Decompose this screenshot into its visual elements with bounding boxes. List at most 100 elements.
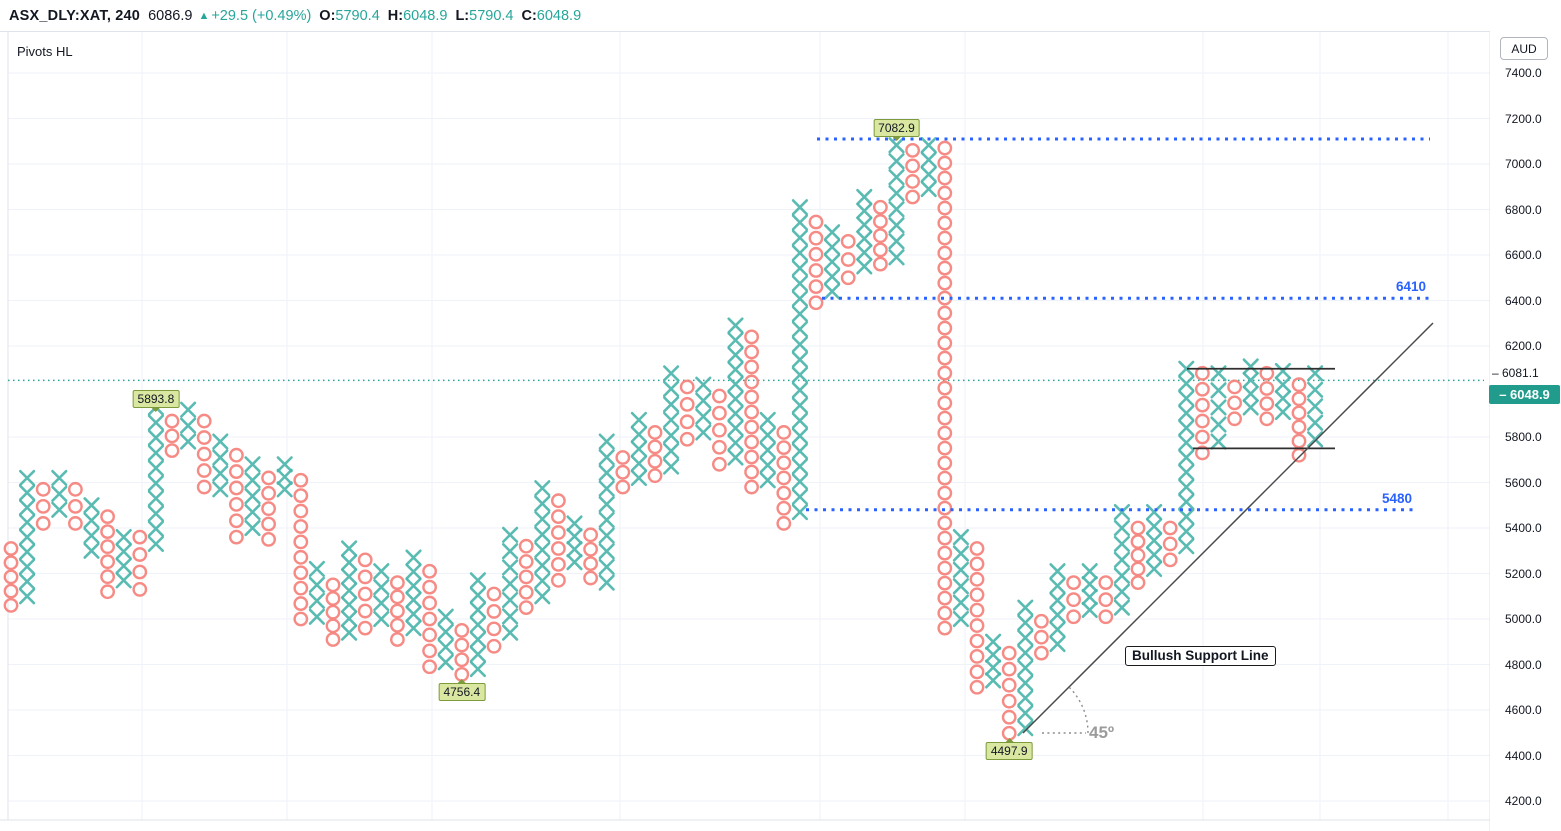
pnf-x-mark [985,646,1002,663]
pnf-x-mark [405,549,422,566]
pivot-price-label[interactable]: 4756.4 [438,679,486,702]
pnf-o-mark [679,431,695,447]
pnf-x-mark [856,188,873,206]
pnf-x-mark [952,545,969,562]
pnf-x-mark [598,433,615,450]
last-price-badge: – 6048.9 [1489,385,1560,405]
pnf-x-mark [147,414,164,431]
pnf-x-mark [276,468,293,485]
pnf-x-mark [1178,508,1195,525]
pnf-o-mark [1227,379,1243,395]
pnf-o-mark [1066,592,1082,608]
pnf-o-mark [228,496,244,512]
pnf-x-mark [598,511,615,529]
pnf-o-mark [164,413,180,429]
indicator-legend[interactable]: Pivots HL [17,44,73,59]
pnf-x-mark [598,574,615,591]
pnf-x-mark [727,317,744,334]
pnf-x-mark [534,495,551,512]
pnf-x-mark [695,376,712,393]
pnf-x-mark [920,166,937,183]
pnf-o-mark [1291,433,1307,449]
pnf-x-mark [1017,644,1034,661]
pnf-o-mark [744,374,759,390]
pnf-x-mark [502,591,519,609]
pnf-o-mark [937,455,953,471]
pnf-x-mark [180,433,197,450]
pnf-o-mark [261,531,276,547]
pnf-o-mark [1162,536,1178,552]
pnf-o-mark [776,516,792,531]
pnf-o-mark [293,596,309,611]
pivot-price-label[interactable]: 5893.8 [132,389,180,412]
support-line-label[interactable]: Bullush Support Line [1125,646,1276,666]
pnf-x-mark [1146,532,1163,549]
pnf-x-mark [244,456,261,473]
pnf-o-mark [679,379,695,395]
pnf-x-mark [147,444,164,462]
price-tick-label: 6200.0 [1505,339,1542,353]
pnf-o-mark [744,479,759,495]
pnf-x-mark [727,434,744,451]
pivot-price-label[interactable]: 4497.9 [985,738,1033,761]
price-axis[interactable]: AUD 7400.0 7200.0 7000.0 6800.0 6600.0 6400.0… [1489,31,1561,831]
pnf-o-mark [1259,411,1275,427]
pnf-x-mark [534,480,551,497]
ohlc-value: 6048.9 [536,7,582,24]
pnf-o-mark [744,359,759,375]
pnf-o-mark [744,344,759,360]
pnf-x-mark [1178,523,1195,540]
pivot-level-lines[interactable] [806,137,1430,512]
pnf-o-mark [1130,520,1146,536]
pnf-o-mark [1001,693,1017,709]
pnf-x-mark [1242,372,1259,389]
pnf-o-mark [68,498,83,514]
pnf-o-mark [937,155,953,171]
pnf-x-mark [115,572,132,589]
last-price: 6086.9 [148,7,193,24]
pnf-o-mark [293,519,309,534]
pnf-x-mark [1017,720,1034,737]
pnf-o-mark [293,472,309,488]
symbol-title[interactable]: ASX_DLY:XAT, 240 [9,7,141,24]
pnf-x-mark [630,469,647,487]
pnf-o-mark [3,569,19,585]
pnf-x-mark [1113,567,1130,584]
pnf-x-mark [791,305,808,323]
level-price-label[interactable]: 5480 [1381,490,1412,506]
symbol-info-bar[interactable]: ASX_DLY:XAT, 240 6086.9 ▲ +29.5 (+0.49%)… [0,0,1561,31]
pnf-o-mark [422,611,437,627]
pnf-o-mark [776,485,792,501]
support-trendline[interactable] [1022,322,1434,734]
pnf-o-mark [583,541,598,557]
pnf-x-mark [502,624,519,641]
pivot-price-label[interactable]: 7082.9 [873,119,920,142]
pnf-x-mark [115,557,132,575]
pnf-o-mark [937,200,953,216]
pnf-x-mark [1307,431,1324,448]
pnf-o-mark [228,513,244,529]
level-price-label[interactable]: 6410 [1395,279,1426,295]
pnf-x-mark [695,408,712,425]
pnf-o-mark [937,290,953,306]
pnf-o-mark [228,480,244,496]
price-tick-label: 4800.0 [1505,657,1542,672]
pnf-o-mark [776,455,792,471]
pnf-o-mark [100,554,116,570]
pnf-o-mark [776,470,792,486]
pnf-x-mark [566,554,583,571]
pnf-o-mark [196,479,212,495]
pnf-x-mark [888,249,905,266]
pnf-o-mark [937,515,953,531]
currency-toggle-button[interactable]: AUD [1500,37,1548,60]
price-tick-label: 5000.0 [1505,612,1542,626]
pnf-o-mark [422,659,437,675]
price-tick-label: 7400.0 [1505,66,1542,80]
pnf-x-mark [791,397,808,414]
pnf-x-mark [534,541,551,559]
pnf-x-mark [759,457,776,474]
pnf-x-mark [1210,433,1227,450]
pnf-o-mark [325,577,341,593]
